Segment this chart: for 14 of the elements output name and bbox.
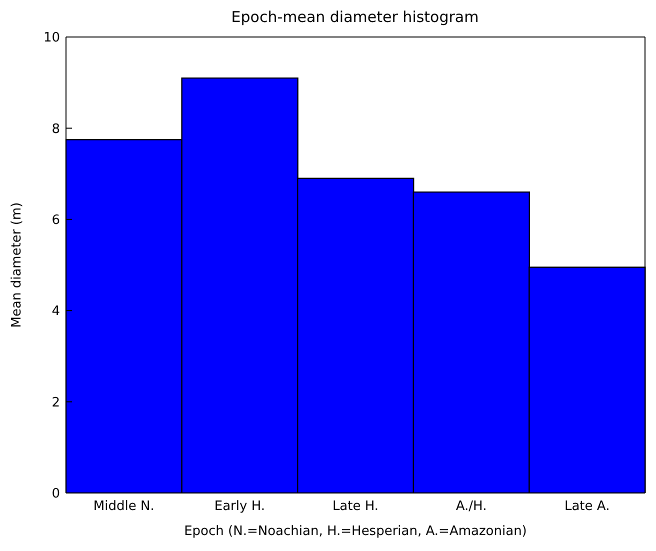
y-tick-label: 6 <box>52 213 60 228</box>
y-tick-label: 2 <box>52 395 60 410</box>
x-tick-label: Late A. <box>564 499 610 514</box>
x-tick-label: Late H. <box>332 499 379 514</box>
y-tick-label: 4 <box>52 304 60 320</box>
y-tick-label: 10 <box>43 30 60 46</box>
y-tick-label: 0 <box>52 486 60 502</box>
x-axis-title: Epoch (N.=Noachian, H.=Hesperian, A.=Amazonian) <box>184 524 527 539</box>
x-tick-label: Early H. <box>214 499 266 514</box>
y-axis-title: Mean diameter (m) <box>10 202 25 328</box>
y-tick-label: 8 <box>52 122 60 137</box>
chart-title: Epoch-mean diameter histogram <box>230 8 480 28</box>
x-tick-label: Middle N. <box>93 499 154 514</box>
x-tick-label: A./H. <box>456 499 487 514</box>
